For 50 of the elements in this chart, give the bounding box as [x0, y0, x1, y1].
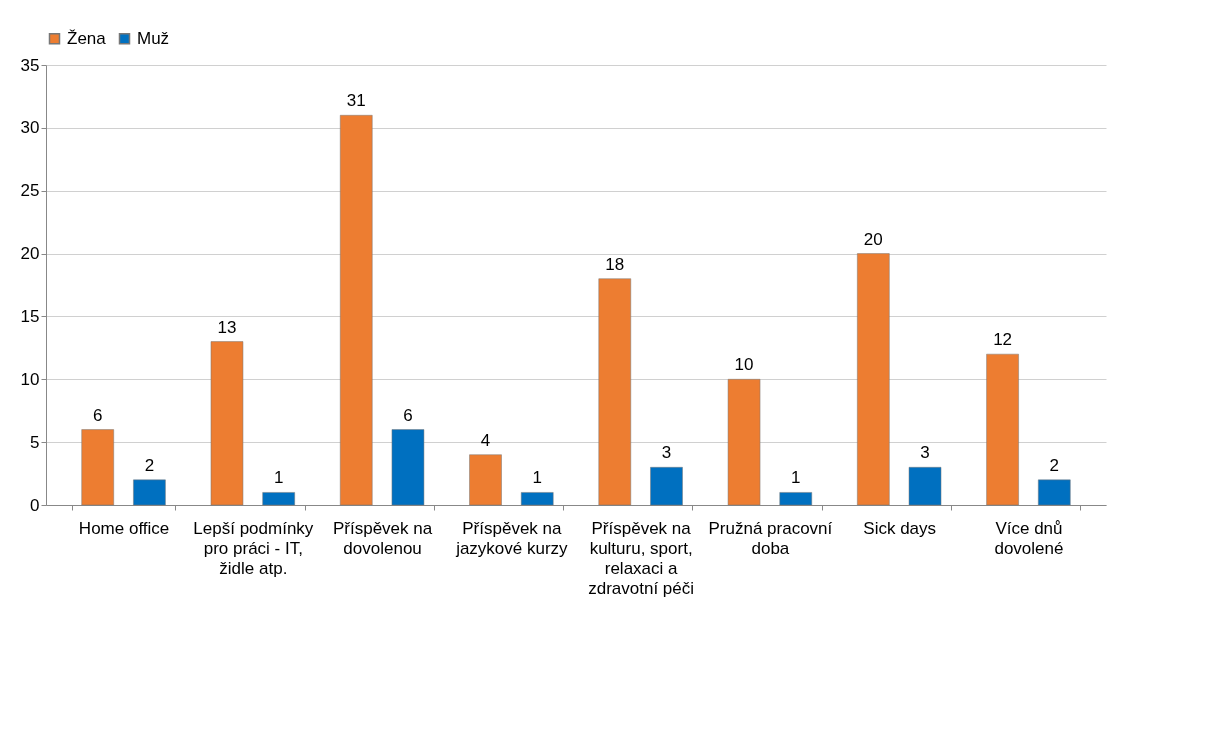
- x-tick-label: Příspěvek na kulturu, sport, relaxaci a zdravotní péči: [588, 518, 695, 598]
- data-label: 2: [1049, 455, 1060, 475]
- y-tick-label: 15: [20, 306, 40, 326]
- data-label: 12: [993, 330, 1013, 350]
- bar: [908, 467, 942, 506]
- data-label: 13: [217, 317, 237, 337]
- y-tick-label: 35: [20, 55, 40, 75]
- bar: [391, 429, 425, 506]
- x-tick-label: Lepší podmínky pro práci - IT, židle atp.: [193, 518, 314, 578]
- x-tick-label: Home office: [78, 518, 170, 538]
- bar: [727, 379, 761, 506]
- y-tick-label: 25: [20, 181, 40, 201]
- data-label: 31: [346, 91, 366, 111]
- data-label: 1: [273, 468, 284, 488]
- bar: [81, 429, 114, 506]
- y-tick-label: 5: [30, 432, 40, 452]
- x-tick-label: Více dnů dovolené: [994, 518, 1064, 558]
- data-label: 4: [480, 430, 491, 450]
- legend-label: Muž: [137, 28, 170, 48]
- data-label: 20: [863, 229, 883, 249]
- bar: [1038, 479, 1071, 506]
- bar: [133, 479, 166, 506]
- x-tick-label: Pružná pracovní doba: [708, 518, 833, 558]
- y-tick-label: 20: [20, 244, 40, 264]
- bar: [469, 454, 502, 506]
- bar: [986, 353, 1019, 506]
- data-label: 1: [791, 468, 801, 488]
- bar: [520, 492, 554, 506]
- bar: [598, 278, 632, 506]
- data-label: 10: [734, 355, 754, 375]
- bar: [779, 492, 813, 506]
- bar: [210, 341, 244, 506]
- y-tick-label: 0: [30, 495, 40, 515]
- bar: [262, 492, 295, 506]
- y-tick-label: 30: [20, 118, 40, 138]
- bar: [650, 467, 683, 506]
- y-tick-label: 10: [20, 369, 40, 389]
- data-label: 6: [92, 405, 103, 425]
- data-label: 2: [144, 455, 155, 475]
- legend-label: Žena: [67, 28, 107, 48]
- data-label: 3: [920, 443, 930, 463]
- data-label: 18: [605, 254, 625, 274]
- bar: [339, 115, 373, 506]
- data-label: 3: [661, 443, 672, 463]
- data-label: 1: [532, 468, 542, 488]
- x-tick-label: Sick days: [863, 518, 937, 538]
- data-label: 6: [403, 405, 413, 425]
- x-tick-label: Příspěvek na dovolenou: [332, 518, 433, 558]
- x-tick-label: Příspěvek na jazykové kurzy: [455, 518, 569, 558]
- bar: [857, 253, 890, 506]
